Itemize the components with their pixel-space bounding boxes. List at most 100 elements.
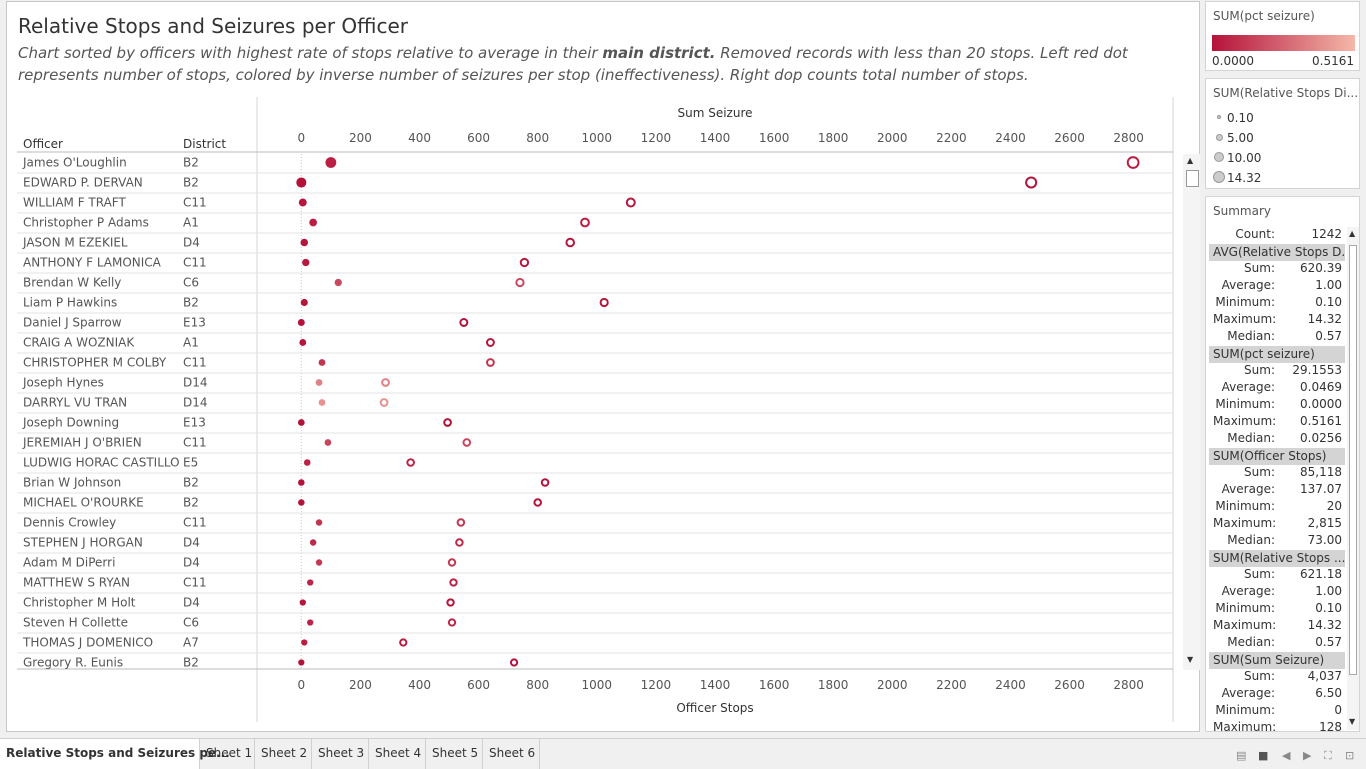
summary-key: Minimum: xyxy=(1215,703,1275,717)
summary-row: Minimum: 20 xyxy=(1209,499,1345,516)
next-sheet-icon[interactable]: ▶ xyxy=(1303,749,1312,762)
summary-row: Minimum: 0 xyxy=(1209,703,1345,720)
stops-ring xyxy=(447,618,457,627)
seizure-dot xyxy=(309,218,318,227)
summary-value: 0.0256 xyxy=(1300,431,1342,445)
size-legend-item[interactable]: 10.00 xyxy=(1214,150,1354,168)
district-column-header: District xyxy=(183,137,226,151)
summary-row: Average: 1.00 xyxy=(1209,278,1345,295)
summary-value: 0.10 xyxy=(1315,601,1342,615)
summary-row: Average: 137.07 xyxy=(1209,482,1345,499)
chart-scroll-thumb[interactable] xyxy=(1186,170,1199,187)
officer-label: STEPHEN J HORGAN xyxy=(23,536,143,550)
bottom-tick-label: 2200 xyxy=(936,678,967,692)
summary-title: Summary xyxy=(1213,204,1271,218)
tab-sheet-4[interactable]: Sheet 4 xyxy=(369,739,426,769)
summary-scroll-thumb[interactable] xyxy=(1349,245,1357,675)
scroll-up-icon[interactable]: ▲ xyxy=(1187,156,1194,165)
stops-ring xyxy=(406,458,415,467)
prev-sheet-icon[interactable]: ◀ xyxy=(1282,749,1291,762)
seizure-dot xyxy=(303,459,311,466)
bottom-tick-label: 400 xyxy=(408,678,431,692)
show-tabs-icon[interactable]: ■ xyxy=(1258,749,1269,762)
summary-row: Average: 6.50 xyxy=(1209,686,1345,703)
stops-ring xyxy=(565,237,575,248)
top-tick-label: 1400 xyxy=(700,131,731,145)
stops-ring xyxy=(399,638,408,647)
scroll-down-icon[interactable]: ▼ xyxy=(1349,717,1356,726)
scroll-up-icon[interactable]: ▲ xyxy=(1349,229,1356,238)
top-tick-label: 2600 xyxy=(1054,131,1085,145)
stops-ring xyxy=(1025,176,1038,189)
bottom-axis-title: Officer Stops xyxy=(676,701,753,715)
officer-label: Christopher P Adams xyxy=(23,216,149,230)
district-label: A1 xyxy=(183,216,199,230)
summary-row: Median: 73.00 xyxy=(1209,533,1345,550)
tab-sheet-5[interactable]: Sheet 5 xyxy=(426,739,483,769)
seizure-dot xyxy=(298,479,305,486)
tab-sheet-1[interactable]: Sheet 1 xyxy=(200,739,255,769)
summary-value: 137.07 xyxy=(1300,482,1342,496)
seizure-dot xyxy=(298,499,305,506)
officer-label: Daniel J Sparrow xyxy=(23,316,122,330)
tab-sheet-2[interactable]: Sheet 2 xyxy=(255,739,312,769)
summary-key: Average: xyxy=(1221,584,1275,598)
officer-label: JASON M EZEKIEL xyxy=(22,236,128,250)
summary-value: 20 xyxy=(1326,499,1342,513)
summary-row: Median: 0.57 xyxy=(1209,635,1345,652)
seizure-dot xyxy=(318,399,326,406)
summary-value: 4,037 xyxy=(1307,669,1342,683)
officer-label: MATTHEW S RYAN xyxy=(23,576,130,590)
summary-row: Maximum: 14.32 xyxy=(1209,618,1345,635)
summary-key: Maximum: xyxy=(1213,720,1277,732)
officer-label: LUDWIG HORAC CASTILLO xyxy=(23,456,180,470)
summary-row: Median: 0.57 xyxy=(1209,329,1345,346)
bottom-tick-label: 0 xyxy=(298,678,306,692)
tab-relative-stops[interactable]: Relative Stops and Seizures pe... xyxy=(0,739,230,769)
seizure-dot xyxy=(307,619,314,626)
size-legend-item[interactable]: 0.10 xyxy=(1214,110,1354,128)
officer-label: Christopher M Holt xyxy=(23,596,136,610)
summary-card: Summary Count: 1242 AVG(Relative Stops D… xyxy=(1205,196,1360,732)
fit-screen-icon[interactable]: ⛶ xyxy=(1324,749,1332,762)
summary-key: Maximum: xyxy=(1213,618,1277,632)
summary-key: Sum: xyxy=(1244,261,1275,275)
size-legend-item[interactable]: 14.32 xyxy=(1213,170,1354,188)
bottom-tick-label: 2400 xyxy=(995,678,1026,692)
officer-label: DARRYL VU TRAN xyxy=(23,396,127,410)
stops-ring xyxy=(486,358,495,367)
top-tick-label: 200 xyxy=(349,131,372,145)
stops-ring xyxy=(533,498,542,507)
size-legend-item[interactable]: 5.00 xyxy=(1214,130,1354,148)
seizure-dot xyxy=(315,559,323,566)
officer-label: Adam M DiPerri xyxy=(23,556,115,570)
show-sheet-sorter-icon[interactable]: ▤ xyxy=(1236,749,1247,762)
district-label: C6 xyxy=(183,616,199,630)
chart-subtitle: Chart sorted by officers with highest ra… xyxy=(18,42,1138,86)
tab-sheet-3[interactable]: Sheet 3 xyxy=(312,739,369,769)
chart-scrollbar[interactable]: ▲ ▼ xyxy=(1183,154,1200,670)
presentation-icon[interactable]: ⊡ xyxy=(1345,749,1355,762)
summary-value: 621.18 xyxy=(1300,567,1342,581)
summary-value: 14.32 xyxy=(1307,618,1342,632)
size-dot-icon xyxy=(1213,171,1225,183)
stops-ring xyxy=(515,277,525,288)
tab-sheet-6[interactable]: Sheet 6 xyxy=(483,739,540,769)
summary-value: 14.32 xyxy=(1307,312,1342,326)
stops-ring xyxy=(446,598,455,607)
bottom-tick-label: 200 xyxy=(349,678,372,692)
stops-ring xyxy=(509,658,519,667)
district-label: A7 xyxy=(183,636,199,650)
summary-row: Maximum: 2,815 xyxy=(1209,516,1345,533)
seizure-dot xyxy=(300,238,309,247)
top-tick-label: 2000 xyxy=(877,131,908,145)
worksheet: Relative Stops and Seizures per Officer … xyxy=(6,1,1200,732)
scroll-down-icon[interactable]: ▼ xyxy=(1187,655,1194,664)
seizure-dot xyxy=(298,659,305,666)
district-label: C11 xyxy=(183,356,207,370)
size-legend-label: 0.10 xyxy=(1227,111,1254,125)
summary-scrollbar[interactable]: ▲ ▼ xyxy=(1347,227,1359,730)
seizure-dot xyxy=(297,319,305,326)
seizure-dot xyxy=(324,439,332,446)
summary-key: Sum: xyxy=(1244,465,1275,479)
